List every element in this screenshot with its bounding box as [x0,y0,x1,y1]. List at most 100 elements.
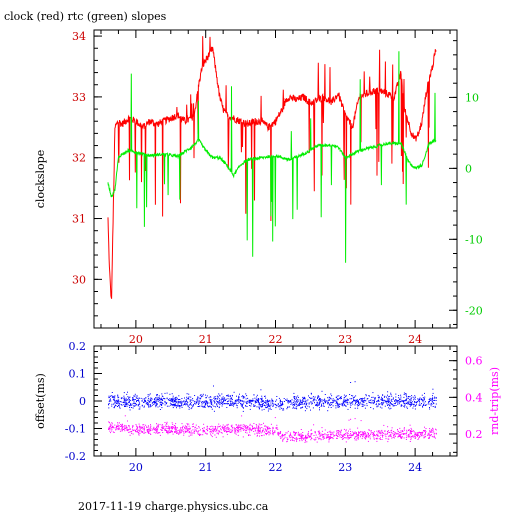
roundtrip-point [333,431,335,433]
offset-point [215,406,217,408]
offset-point [220,400,222,402]
offset-point [342,403,343,405]
offset-point [328,402,329,404]
roundtrip-point [228,428,230,430]
roundtrip-point [206,425,208,427]
offset-point [423,404,424,406]
roundtrip-point [414,434,415,436]
offset-point [296,401,298,403]
roundtrip-point [217,425,219,427]
roundtrip-point [230,425,232,427]
roundtrip-point [335,435,337,436]
offset-point [358,401,359,403]
offset-point [264,396,266,397]
roundtrip-point [124,428,126,430]
offset-point [111,396,113,398]
offset-point [161,393,163,395]
offset-point [357,400,359,402]
roundtrip-point [378,438,380,440]
offset-point [188,393,190,395]
offset-point [406,396,408,398]
top-right-y-tick-label: -20 [465,304,483,317]
roundtrip-point [429,430,431,432]
offset-point [161,395,163,397]
roundtrip-point [145,424,147,426]
offset-point [338,404,340,406]
offset-point [431,399,433,401]
offset-point [136,397,138,399]
roundtrip-point [318,431,320,433]
offset-point [261,409,263,411]
offset-point [115,401,117,403]
offset-point [196,398,198,400]
offset-point [430,398,432,400]
offset-point [410,399,412,401]
roundtrip-point [213,431,215,433]
roundtrip-point [363,433,365,435]
roundtrip-point [384,430,385,432]
roundtrip-point [410,430,411,432]
offset-point [318,404,320,406]
offset-point [258,398,260,400]
roundtrip-point [202,434,204,436]
roundtrip-point [131,429,133,431]
roundtrip-point [111,428,113,430]
roundtrip-point [394,433,396,435]
offset-point [228,400,230,402]
offset-point [151,404,153,406]
offset-point [356,401,358,403]
bottom-x-tick-label: 24 [408,461,422,474]
roundtrip-point [136,430,138,432]
roundtrip-point [117,426,119,428]
roundtrip-point [402,431,404,433]
roundtrip-point [223,427,225,429]
offset-point [190,396,192,398]
offset-point [351,398,352,400]
offset-point [228,403,230,405]
offset-point [270,409,272,410]
roundtrip-point [389,432,391,433]
roundtrip-point [376,434,378,436]
offset-point [149,393,151,395]
roundtrip-point [156,429,158,431]
roundtrip-point [221,432,223,434]
offset-point [157,406,159,408]
roundtrip-point [117,428,119,429]
roundtrip-point [169,426,171,428]
roundtrip-point [146,426,147,428]
offset-point [188,398,190,400]
offset-point [233,391,235,393]
roundtrip-point [180,430,182,432]
offset-point [153,401,155,403]
offset-point [269,405,271,407]
offset-point [197,396,199,398]
roundtrip-point [240,427,242,429]
roundtrip-point [276,428,278,430]
offset-point [434,399,436,401]
roundtrip-point [256,435,258,437]
offset-point [125,399,127,401]
roundtrip-point [367,434,369,436]
roundtrip-point [240,429,242,430]
roundtrip-point [213,430,215,432]
offset-point [340,398,342,400]
offset-point [161,407,163,409]
roundtrip-point [137,429,139,431]
offset-point [296,397,297,399]
offset-point [422,405,423,407]
roundtrip-point [153,428,155,430]
roundtrip-point [117,423,119,425]
roundtrip-point [307,434,309,436]
offset-point [406,402,408,404]
offset-point [129,407,131,408]
offset-point [254,402,256,404]
offset-point [138,408,140,410]
roundtrip-point [305,434,307,436]
roundtrip-point [289,434,291,436]
offset-point [332,398,334,400]
offset-point [332,400,334,401]
roundtrip-point [315,437,317,439]
roundtrip-point [169,427,171,429]
roundtrip-point [209,431,211,433]
offset-point [136,400,138,401]
